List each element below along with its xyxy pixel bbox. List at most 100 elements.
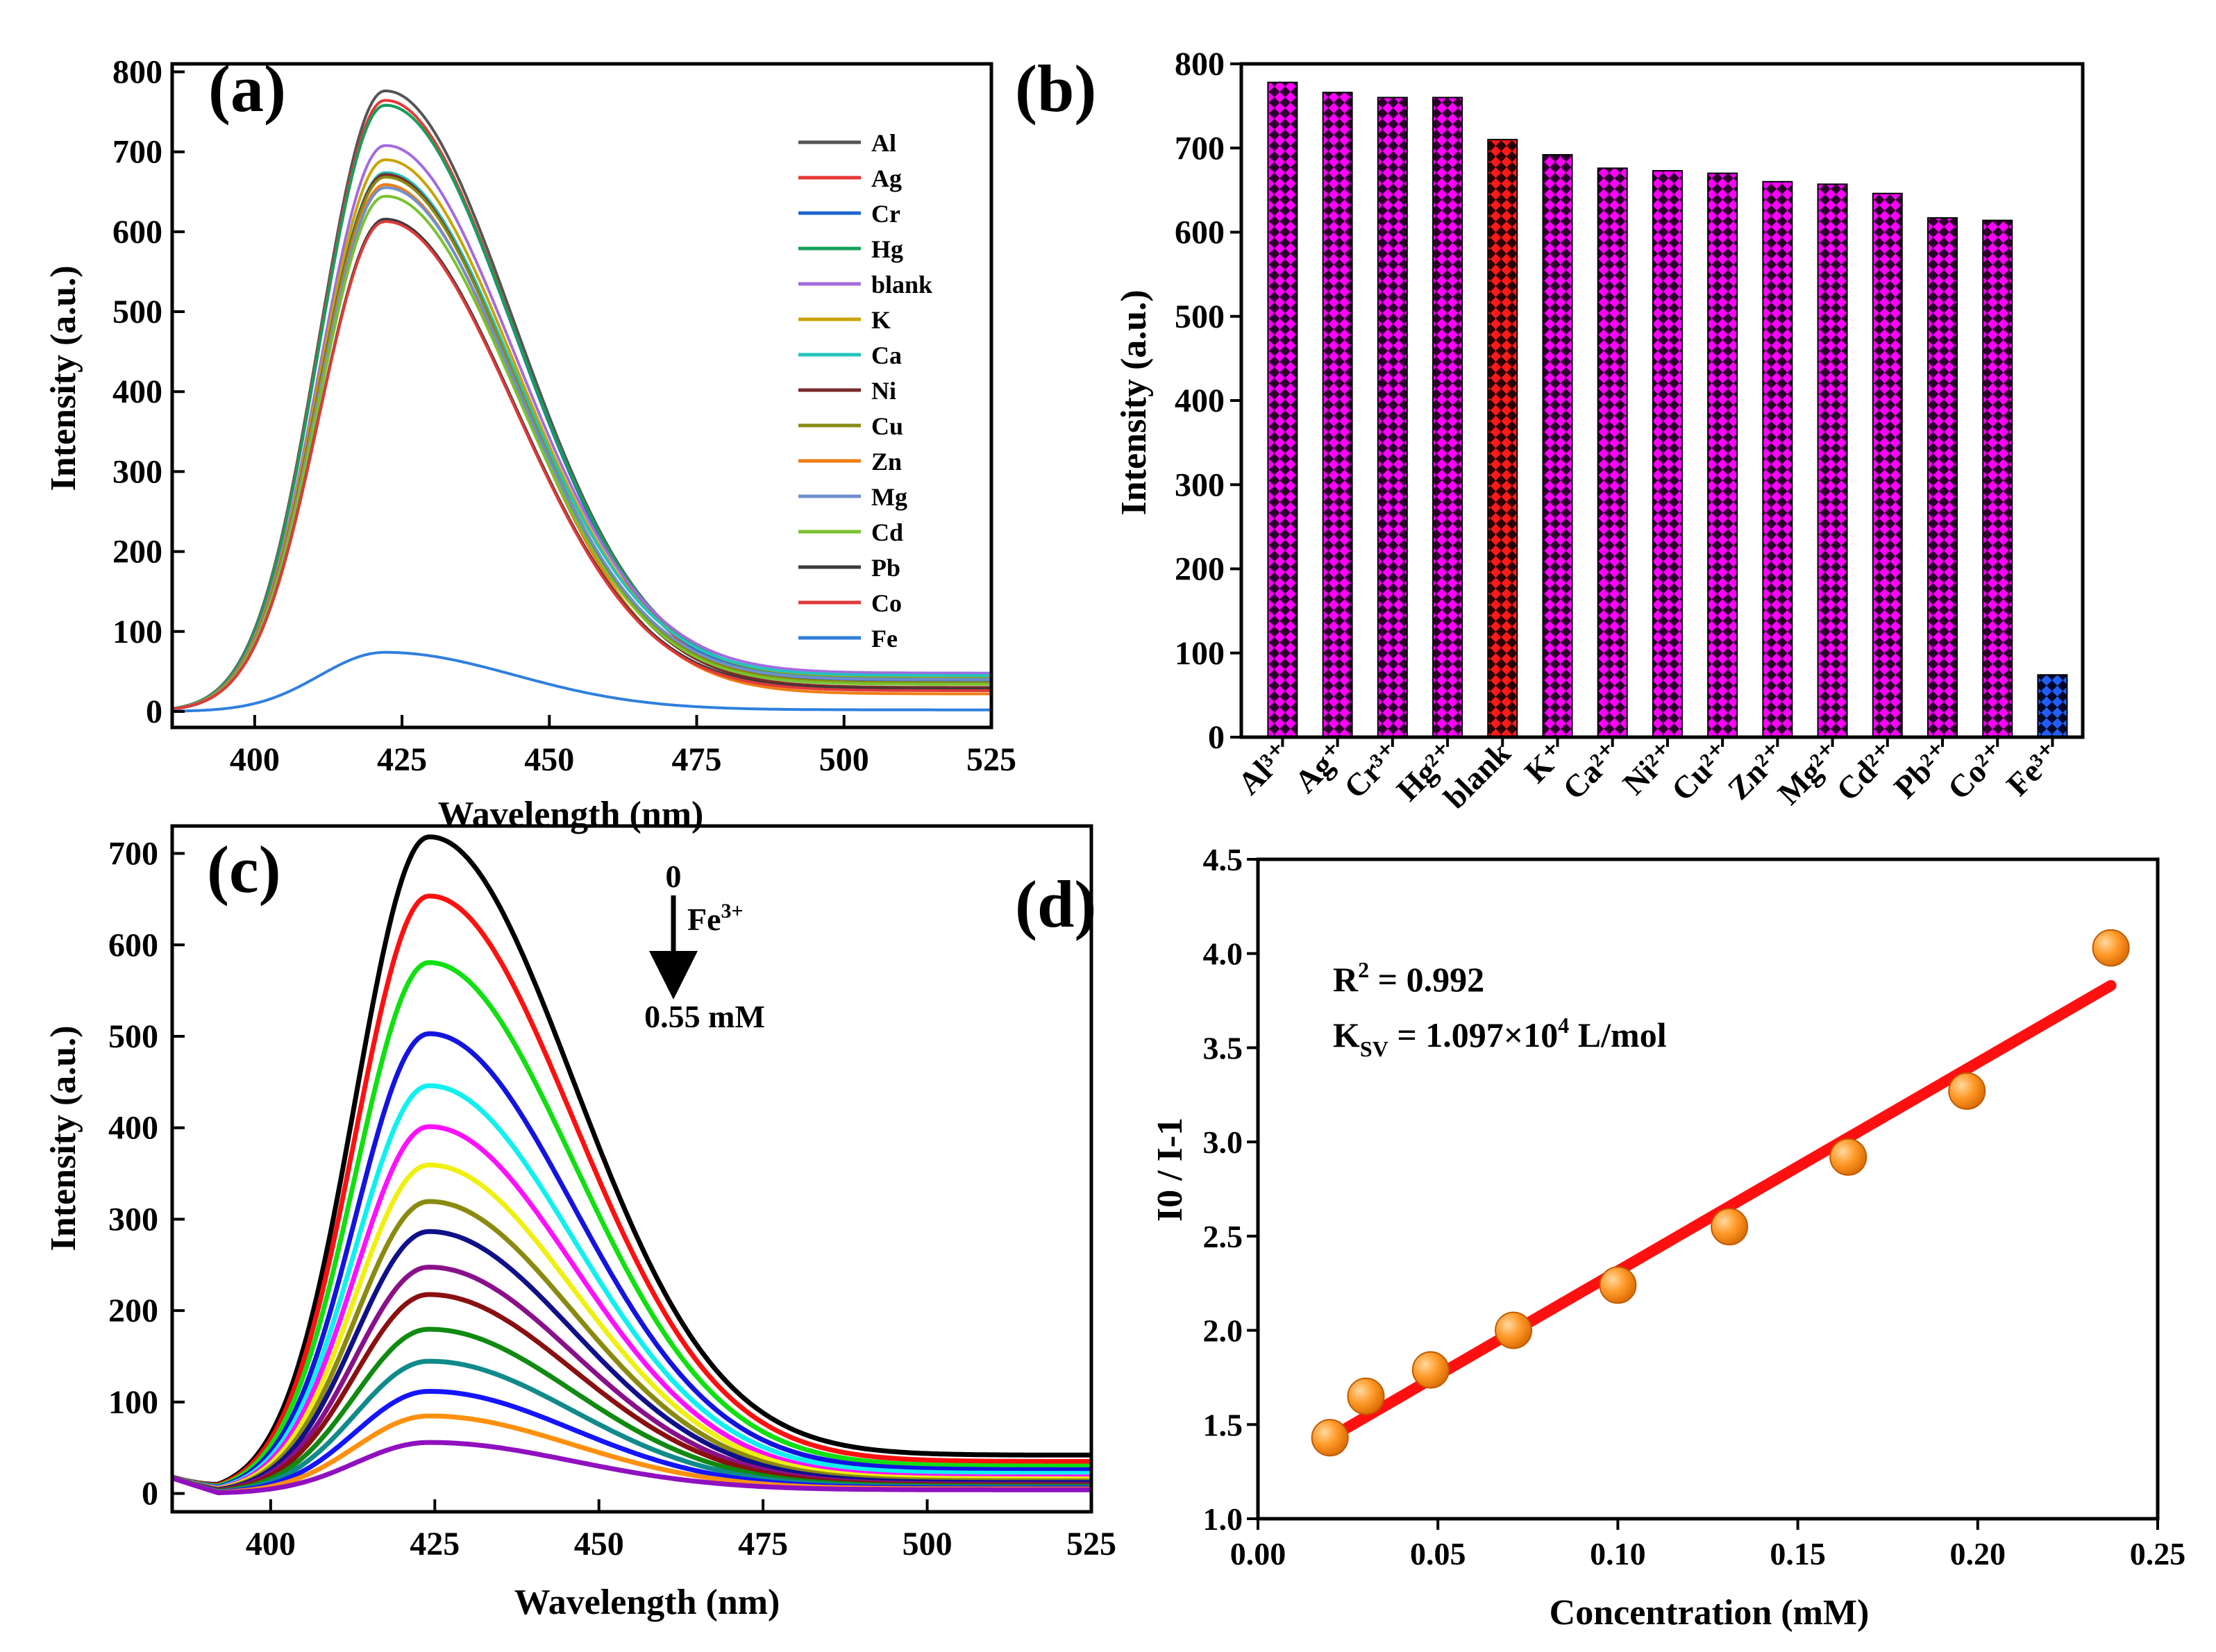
y-tick-label-4.0: 4.0: [1203, 936, 1243, 972]
data-point-0: [1311, 1419, 1349, 1457]
y-tick-label-700: 700: [108, 836, 158, 873]
annotation-reagent-base: Fe: [687, 902, 721, 937]
panel-d-ylabel: I0 / I-1: [1150, 1118, 1190, 1222]
x-tick-label-0.05: 0.05: [1410, 1536, 1466, 1571]
y-tick-label-1.0: 1.0: [1203, 1501, 1243, 1537]
x-tick-label-475: 475: [672, 741, 722, 778]
panel-b: (b) Al³⁺Ag⁺Cr³⁺Hg²⁺blank K⁺Ca²⁺Ni²⁺Cu²⁺Zn…: [1015, 46, 2085, 816]
ksv-unit: L/mol: [1569, 1015, 1666, 1054]
spectrum-line-Hg: [171, 103, 991, 710]
y-tick-label-500: 500: [1175, 298, 1225, 335]
data-point-2: [1411, 1351, 1450, 1389]
spectrum-line-Al: [171, 90, 991, 710]
legend-label-blank: blank: [871, 271, 932, 298]
annotation-reagent-sup: 3+: [721, 900, 744, 922]
panel-d-axes: 0.00 0.05 0.10 0.15 0.20 0.25 1.0 1.5 2.0 2.5 3.0 3…: [1203, 842, 2186, 1571]
y-tick-label-100: 100: [108, 1384, 158, 1421]
x-tick-label-0.15: 0.15: [1770, 1536, 1826, 1571]
spectrum-line-Fe: [171, 650, 991, 713]
bar-4: [1487, 139, 1518, 738]
x-tick-label-0.00: 0.00: [1230, 1536, 1286, 1571]
x-tick-label-0.10: 0.10: [1590, 1536, 1646, 1571]
legend-label-Hg: Hg: [871, 235, 903, 263]
spectrum-line-Mg: [171, 186, 991, 711]
legend-label-Cr: Cr: [871, 200, 900, 228]
spectrum-line-Cd: [171, 194, 991, 711]
legend-label-Ag: Ag: [871, 165, 902, 192]
spectrum-line-Co: [171, 220, 991, 711]
y-tick-label-200: 200: [1175, 551, 1225, 588]
ksv-k: K: [1333, 1015, 1360, 1054]
panel-c-annotation: 0 Fe3+ 0.55 mM: [644, 859, 765, 1034]
spectrum-line-blank: [171, 144, 991, 711]
panel-c: (c) 400 425 450 475 500 525 0 100 200 300 400 500 60…: [44, 824, 1116, 1622]
x-tick-label-400: 400: [246, 1526, 296, 1562]
y-tick-label-400: 400: [108, 1110, 158, 1147]
data-point-7: [1948, 1072, 1986, 1110]
bar-13: [1982, 219, 2013, 738]
y-tick-label-600: 600: [108, 927, 158, 963]
ksv-exp: 4: [1558, 1013, 1569, 1038]
panel-c-xlabel: Wavelength (nm): [514, 1583, 780, 1622]
panel-c-ylabel: Intensity (a.u.): [44, 1025, 83, 1251]
y-tick-label-300: 300: [112, 453, 162, 490]
x-tick-label-0: Al³⁺: [1231, 735, 1298, 802]
panel-c-frame: [170, 824, 1093, 1514]
legend-label-Mg: Mg: [871, 483, 907, 511]
legend-label-Cd: Cd: [871, 519, 903, 546]
panel-a-legend: Al Ag Cr Hg blank K Ca Ni Cu Zn Mg Cd Pb Co Fe: [798, 129, 932, 652]
y-tick-label-300: 300: [108, 1201, 158, 1238]
x-tick-label-7: Ni²⁺: [1615, 735, 1682, 802]
spectrum-line-Ag: [171, 99, 991, 710]
annotation-start: 0: [666, 859, 682, 894]
y-tick-label-100: 100: [1175, 635, 1225, 672]
data-point-8: [2092, 929, 2130, 967]
bar-0: [1267, 81, 1298, 739]
bar-11: [1872, 192, 1903, 739]
y-tick-label-400: 400: [1175, 382, 1225, 419]
titration-line-3: [171, 960, 1091, 1489]
y-tick-label-3.0: 3.0: [1203, 1124, 1243, 1160]
y-tick-label-200: 200: [112, 534, 162, 571]
panel-a: (a) 400 425 450 475 500 525010020030040050060…: [44, 51, 1016, 834]
ksv-label: KSV = 1.097×104 L/mol: [1333, 1013, 1667, 1061]
legend-label-Ni: Ni: [871, 377, 896, 405]
panel-d-ylabel-text: I0 / I-1: [1150, 1118, 1190, 1222]
y-tick-label-200: 200: [108, 1292, 158, 1329]
y-tick-label-300: 300: [1175, 466, 1225, 503]
y-tick-label-100: 100: [112, 614, 162, 650]
spectrum-line-Cr: [171, 103, 991, 710]
x-tick-label-12: Pb²⁺: [1887, 735, 1957, 805]
panel-b-ylabel: Intensity (a.u.): [1114, 289, 1154, 515]
panel-b-plot: [1267, 81, 2068, 739]
titration-line-5: [171, 1083, 1091, 1490]
y-tick-label-700: 700: [112, 134, 162, 171]
ksv-sub: SV: [1360, 1036, 1388, 1061]
x-tick-label-8: Cu²⁺: [1665, 735, 1738, 808]
x-tick-label-500: 500: [903, 1526, 952, 1562]
panel-a-frame: [170, 62, 993, 730]
panel-a-plot: [171, 90, 991, 713]
panel-d-xlabel: Concentration (mM): [1550, 1593, 1870, 1633]
y-tick-label-400: 400: [112, 373, 162, 410]
bar-7: [1652, 169, 1683, 739]
legend-label-Ca: Ca: [871, 342, 902, 369]
panel-c-plot: [171, 834, 1091, 1496]
x-tick-label-0.25: 0.25: [2130, 1536, 2186, 1571]
bar-9: [1762, 180, 1793, 738]
x-tick-label-0.20: 0.20: [1950, 1536, 2006, 1571]
x-tick-label-13: Co²⁺: [1941, 735, 2013, 807]
x-tick-label-450: 450: [524, 741, 574, 778]
x-tick-label-14: Fe³⁺: [1999, 735, 2067, 802]
panel-a-ylabel: Intensity (a.u.): [44, 265, 83, 491]
y-tick-label-0: 0: [1208, 719, 1225, 756]
y-tick-label-500: 500: [112, 294, 162, 330]
legend-label-Pb: Pb: [871, 554, 900, 582]
x-tick-label-525: 525: [966, 741, 1016, 778]
x-tick-label-425: 425: [410, 1526, 460, 1562]
y-tick-label-4.5: 4.5: [1203, 842, 1243, 877]
x-tick-label-500: 500: [819, 741, 869, 778]
x-tick-label-525: 525: [1066, 1526, 1116, 1562]
panel-label-b: (b): [1015, 51, 1096, 126]
